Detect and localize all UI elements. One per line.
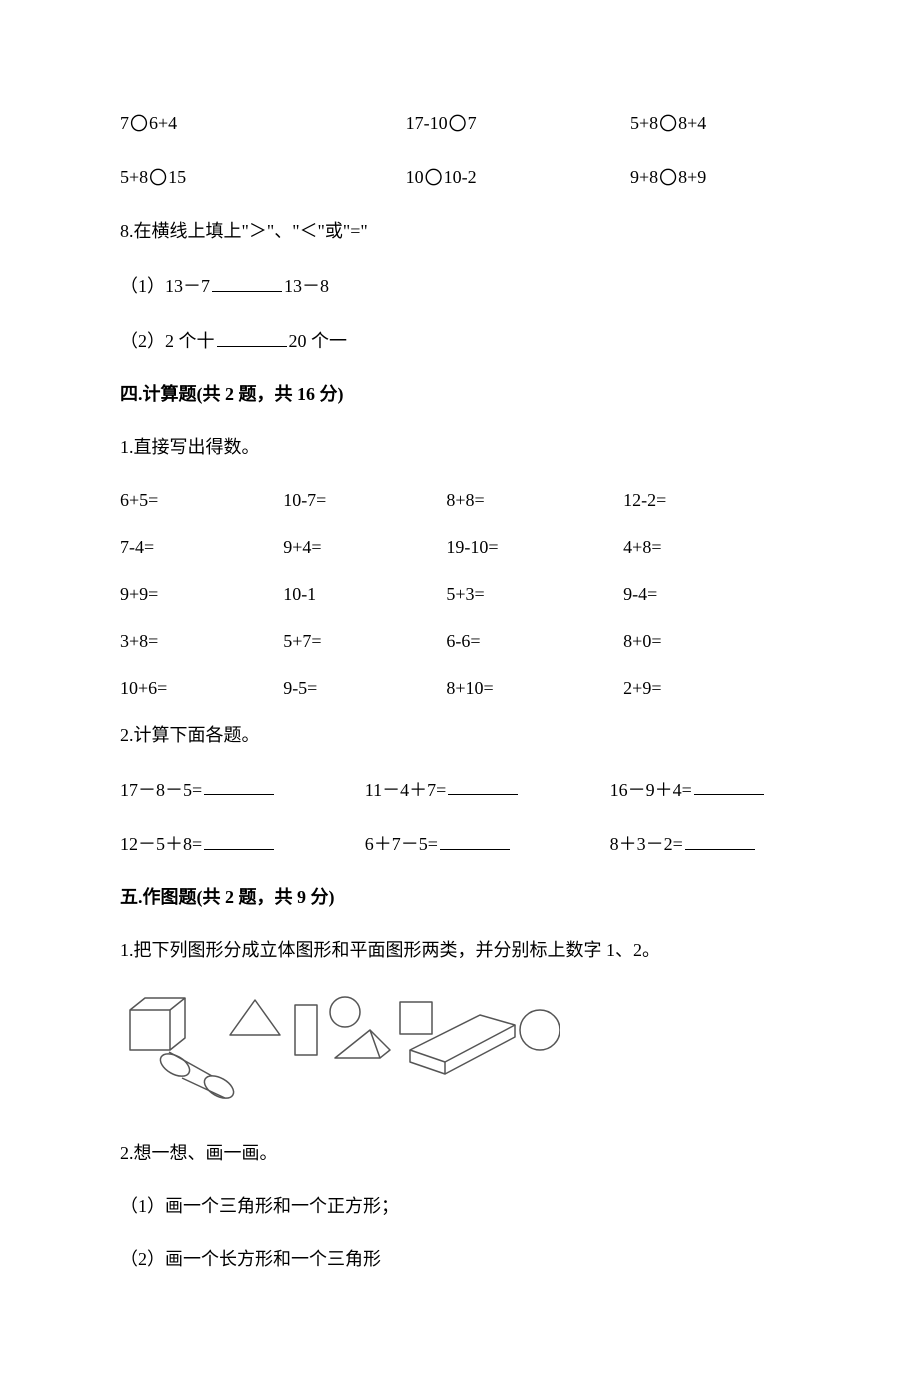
- calc-row: 3+8= 5+7= 6-6= 8+0=: [120, 628, 800, 655]
- blank: [685, 829, 755, 850]
- calc-cell: 6＋7－5=: [365, 829, 610, 858]
- circle-placeholder: 〇: [659, 165, 677, 192]
- calc-cell: 9-4=: [623, 581, 800, 608]
- q8-item-2-suffix: 20 个一: [289, 331, 348, 351]
- calc-cell: 6-6=: [446, 628, 623, 655]
- q8-item-2-prefix: （2）2 个十: [120, 331, 215, 351]
- expr: 16－9＋4=: [610, 779, 692, 799]
- circle-placeholder: 〇: [130, 111, 148, 138]
- calc-cell: 11－4＋7=: [365, 775, 610, 804]
- q8-item-1: （1）13－7 13－8: [120, 271, 800, 300]
- calc-cell: 17－8－5=: [120, 775, 365, 804]
- calc-row-3: 17－8－5= 11－4＋7= 16－9＋4=: [120, 775, 800, 804]
- calc-cell: 8+0=: [623, 628, 800, 655]
- shapes-svg: [120, 990, 560, 1100]
- blank: [217, 326, 287, 347]
- sec5-q2-item-2: （2）画一个长方形和一个三角形: [120, 1246, 800, 1273]
- sec5-q2-title: 2.想一想、画一画。: [120, 1140, 800, 1167]
- sec4-q2-title: 2.计算下面各题。: [120, 722, 800, 749]
- calc-cell: 10+6=: [120, 675, 283, 702]
- calc-cell: 9+9=: [120, 581, 283, 608]
- sec4-q1-title: 1.直接写出得数。: [120, 434, 800, 461]
- compare-cell: 7〇6+4: [120, 110, 406, 138]
- calc-cell: 2+9=: [623, 675, 800, 702]
- q8-item-1-prefix: （1）13－7: [120, 276, 210, 296]
- circle-placeholder: 〇: [449, 111, 467, 138]
- calc-cell: 8+8=: [446, 487, 623, 514]
- calc-cell: 19-10=: [446, 534, 623, 561]
- expr: 6＋7－5=: [365, 834, 438, 854]
- calc-cell: 9-5=: [283, 675, 446, 702]
- calc-cell: 5+7=: [283, 628, 446, 655]
- calc-row-3: 12－5＋8= 6＋7－5= 8＋3－2=: [120, 829, 800, 858]
- compare-cell: 5+8〇8+4: [630, 110, 800, 138]
- page: 7〇6+4 17-10〇7 5+8〇8+4 5+8〇15 10〇10-2 9+8…: [0, 0, 920, 1379]
- circle-placeholder: 〇: [149, 165, 167, 192]
- blank: [448, 775, 518, 796]
- calc-cell: 8+10=: [446, 675, 623, 702]
- calc-cell: 4+8=: [623, 534, 800, 561]
- shapes-figure: [120, 990, 800, 1100]
- compare-cell: 17-10〇7: [406, 110, 630, 138]
- circle-placeholder: 〇: [425, 165, 443, 192]
- expr: 17－8－5=: [120, 779, 202, 799]
- compare-cell: 10〇10-2: [406, 164, 630, 192]
- calc-cell: 5+3=: [446, 581, 623, 608]
- blank: [212, 271, 282, 292]
- section-5-title: 五.作图题(共 2 题，共 9 分): [120, 884, 800, 911]
- calc-cell: 10-7=: [283, 487, 446, 514]
- expr: 11－4＋7=: [365, 779, 446, 799]
- q8-item-1-suffix: 13－8: [284, 276, 329, 296]
- calc-cell: 12－5＋8=: [120, 829, 365, 858]
- compare-cell: 9+8〇8+9: [630, 164, 800, 192]
- calc-row: 9+9= 10-1 5+3= 9-4=: [120, 581, 800, 608]
- calc-cell: 7-4=: [120, 534, 283, 561]
- compare-row-1: 7〇6+4 17-10〇7 5+8〇8+4: [120, 110, 800, 138]
- calc-row: 6+5= 10-7= 8+8= 12-2=: [120, 487, 800, 514]
- blank: [204, 829, 274, 850]
- circle-placeholder: 〇: [659, 111, 677, 138]
- q8-title: 8.在横线上填上"＞"、"＜"或"=": [120, 218, 800, 245]
- compare-row-2: 5+8〇15 10〇10-2 9+8〇8+9: [120, 164, 800, 192]
- blank: [440, 829, 510, 850]
- blank: [204, 775, 274, 796]
- calc-cell: 8＋3－2=: [610, 829, 800, 858]
- calc-row: 10+6= 9-5= 8+10= 2+9=: [120, 675, 800, 702]
- section-4-title: 四.计算题(共 2 题，共 16 分): [120, 381, 800, 408]
- calc-cell: 12-2=: [623, 487, 800, 514]
- calc-cell: 6+5=: [120, 487, 283, 514]
- sec5-q1: 1.把下列图形分成立体图形和平面图形两类，并分别标上数字 1、2。: [120, 937, 800, 964]
- calc-cell: 9+4=: [283, 534, 446, 561]
- blank: [694, 775, 764, 796]
- q8-item-2: （2）2 个十 20 个一: [120, 326, 800, 355]
- compare-cell: 5+8〇15: [120, 164, 406, 192]
- sec5-q2-item-1: （1）画一个三角形和一个正方形；: [120, 1193, 800, 1220]
- expr: 8＋3－2=: [610, 834, 683, 854]
- expr: 12－5＋8=: [120, 834, 202, 854]
- calc-cell: 16－9＋4=: [610, 775, 800, 804]
- calc-cell: 10-1: [283, 581, 446, 608]
- calc-row: 7-4= 9+4= 19-10= 4+8=: [120, 534, 800, 561]
- calc-cell: 3+8=: [120, 628, 283, 655]
